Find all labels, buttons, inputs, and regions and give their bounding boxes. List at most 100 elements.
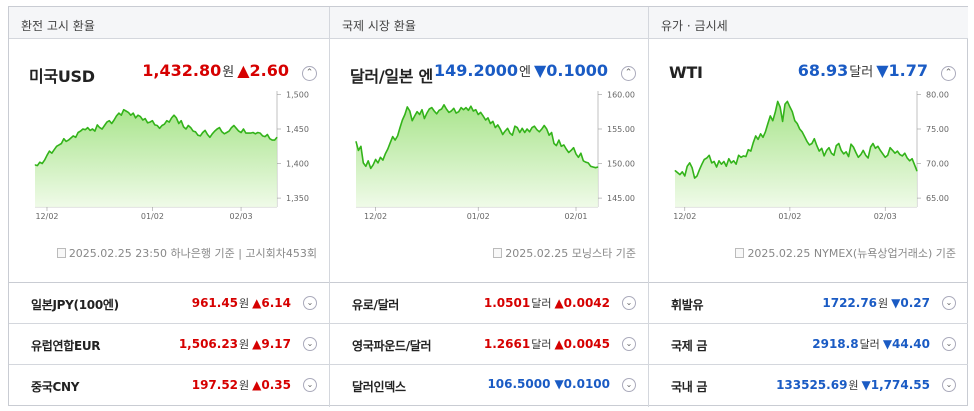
item-change: ▲9.17 <box>252 337 291 351</box>
data-point <box>51 152 53 154</box>
item-unit: 원 <box>239 379 250 392</box>
data-point <box>546 128 548 130</box>
data-point <box>355 141 357 142</box>
document-icon <box>493 248 503 258</box>
x-tick-label: 02/03 <box>874 212 897 221</box>
data-point <box>245 132 247 134</box>
expand-chevron-icon[interactable]: ⌄ <box>303 378 317 392</box>
data-point <box>360 145 362 147</box>
expand-chevron-icon[interactable]: ⌄ <box>622 378 636 392</box>
data-point <box>416 111 418 113</box>
data-point <box>458 111 460 113</box>
main-rate-card[interactable]: 달러/일본 엔 149.2000엔 ▼0.1000 ⌃ 160.00 155.00 1… <box>330 39 648 283</box>
data-point <box>247 132 249 134</box>
list-item[interactable]: 국제 금 2918.8달러 ▼44.40 ⌄ <box>649 324 968 365</box>
data-point <box>443 104 445 106</box>
list-item[interactable]: 영국파운드/달러 1.2661달러 ▲0.0045 ⌄ <box>330 324 648 365</box>
y-tick-label: 1,400 <box>286 160 309 169</box>
expand-chevron-icon[interactable]: ⌄ <box>942 378 956 392</box>
expand-chevron-icon[interactable]: ⌄ <box>622 337 636 351</box>
item-change: ▼1,774.55 <box>861 378 930 392</box>
item-name: 유로/달러 <box>352 298 400 312</box>
data-point <box>553 143 555 144</box>
expand-chevron-icon[interactable]: ⌄ <box>622 296 636 310</box>
data-point <box>101 128 103 130</box>
data-point <box>130 114 132 116</box>
data-point <box>791 111 793 113</box>
data-point <box>274 139 275 141</box>
section-header[interactable]: 유가 · 금시세 <box>649 7 968 39</box>
data-point <box>367 160 369 162</box>
data-point <box>96 124 98 126</box>
x-tick-label: 01/02 <box>467 212 490 221</box>
data-point <box>870 146 871 148</box>
data-point <box>728 158 730 160</box>
section-header[interactable]: 환전 고시 환율 <box>9 7 329 39</box>
data-point <box>142 119 144 121</box>
data-point <box>190 127 192 128</box>
data-point <box>767 123 769 124</box>
data-point <box>541 128 543 130</box>
item-value: 1,506.23원 ▲9.17 <box>179 336 291 352</box>
series-line <box>674 100 918 179</box>
data-point <box>446 108 447 110</box>
main-rate-card[interactable]: 미국USD 1,432.80원 ▲2.60 ⌃ 1,500 1,450 1,400 1,… <box>9 39 329 283</box>
data-point <box>202 132 204 133</box>
list-item[interactable]: 달러인덱스 106.5000 ▼0.0100 ⌄ <box>330 365 648 406</box>
data-point <box>419 114 420 115</box>
expand-chevron-icon[interactable]: ⌄ <box>303 296 317 310</box>
data-point <box>835 145 837 146</box>
expand-chevron-icon[interactable]: ⌄ <box>303 337 317 351</box>
data-point <box>831 152 832 154</box>
data-point <box>696 175 698 177</box>
data-point <box>877 145 879 147</box>
data-point <box>587 162 589 164</box>
data-point <box>166 120 168 122</box>
data-point <box>394 139 396 141</box>
data-point <box>740 156 742 158</box>
collapse-toggle-icon[interactable]: ⌃ <box>941 66 956 81</box>
item-value: 1.2661달러 ▲0.0045 <box>484 336 610 352</box>
price-change: ▼1.77 <box>876 61 928 80</box>
data-point <box>674 170 676 171</box>
data-point <box>524 132 526 133</box>
section-header[interactable]: 국제 시장 환율 <box>330 7 648 39</box>
item-change: ▲6.14 <box>252 296 291 310</box>
exchange-column: 환전 고시 환율 미국USD 1,432.80원 ▲2.60 ⌃ 1,500 1,4… <box>9 7 329 407</box>
data-point <box>192 130 194 132</box>
data-point <box>787 101 788 102</box>
list-item[interactable]: 국내 금 133525.69원 ▼1,774.55 ⌄ <box>649 365 968 406</box>
list-item[interactable]: 중국CNY 197.52원 ▲0.35 ⌄ <box>9 365 329 406</box>
data-point <box>389 142 391 144</box>
data-point <box>725 165 727 167</box>
data-point <box>703 159 705 160</box>
data-point <box>531 127 533 128</box>
item-value: 197.52원 ▲0.35 <box>192 377 291 393</box>
collapse-toggle-icon[interactable]: ⌃ <box>621 66 636 81</box>
x-tick-label: 01/02 <box>778 212 801 221</box>
data-point <box>453 107 455 109</box>
data-point <box>372 164 374 166</box>
expand-chevron-icon[interactable]: ⌄ <box>942 296 956 310</box>
item-unit: 달러 <box>859 338 880 351</box>
item-change: ▼0.27 <box>891 296 930 310</box>
data-point <box>897 150 898 152</box>
collapse-toggle-icon[interactable]: ⌃ <box>302 66 317 81</box>
data-point <box>87 127 89 128</box>
data-point <box>176 117 177 119</box>
list-item[interactable]: 휘발유 1722.76원 ▼0.27 ⌄ <box>649 283 968 324</box>
data-point <box>684 175 686 177</box>
data-point <box>382 159 384 161</box>
data-point <box>597 166 599 168</box>
data-point <box>772 120 774 122</box>
expand-chevron-icon[interactable]: ⌄ <box>942 337 956 351</box>
list-item[interactable]: 유로/달러 1.0501달러 ▲0.0042 ⌄ <box>330 283 648 324</box>
data-point <box>197 134 199 136</box>
list-item[interactable]: 일본JPY(100엔) 961.45원 ▲6.14 ⌄ <box>9 283 329 324</box>
data-point <box>178 123 180 124</box>
item-change: ▲0.0045 <box>554 337 610 351</box>
list-item[interactable]: 유럽연합EUR 1,506.23원 ▲9.17 ⌄ <box>9 324 329 365</box>
document-icon <box>56 248 66 258</box>
data-point <box>450 110 452 112</box>
main-rate-card[interactable]: WTI 68.93달러 ▼1.77 ⌃ 80.00 75.00 70.00 65.00 1… <box>649 39 968 283</box>
